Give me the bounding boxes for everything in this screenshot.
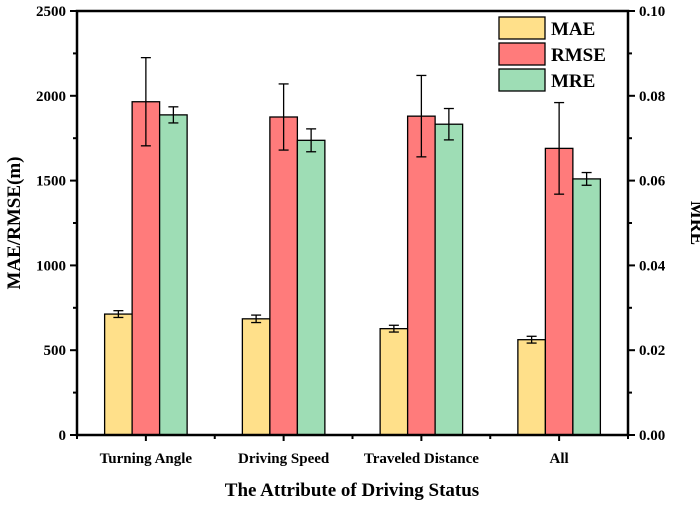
error-bars-layer xyxy=(113,56,592,344)
legend-swatch-mae xyxy=(498,16,546,40)
bar-mae xyxy=(517,339,547,436)
y-tick-label: 1000 xyxy=(36,258,66,274)
y-tick-label: 0 xyxy=(59,428,67,444)
y-tick-label: 2500 xyxy=(36,4,66,20)
bar-rmse xyxy=(544,147,574,436)
x-tick-label: Driving Speed xyxy=(238,451,330,467)
y-tick-label: 500 xyxy=(44,343,67,359)
x-tick-label: All xyxy=(550,451,569,467)
y-tick-label: 2000 xyxy=(36,89,66,105)
legend-swatch-mre xyxy=(498,68,546,92)
bar-mre xyxy=(572,178,602,436)
y2-tick-label: 0.00 xyxy=(639,428,665,444)
y2-tick-label: 0.08 xyxy=(639,89,665,105)
bar-mae xyxy=(379,328,409,436)
bar-mae xyxy=(103,313,133,436)
y-tick-label: 1500 xyxy=(36,174,66,190)
y2-axis-title: MRE xyxy=(686,201,700,245)
bar-rmse xyxy=(269,116,299,436)
y-axis-title: MAE/RMSE(m) xyxy=(4,157,25,290)
bars-layer xyxy=(103,101,602,436)
x-tick-label: Traveled Distance xyxy=(364,451,479,467)
bar-mae xyxy=(241,318,271,436)
bar-rmse xyxy=(131,101,161,436)
x-axis-title: The Attribute of Driving Status xyxy=(225,480,479,501)
y2-tick-label: 0.10 xyxy=(639,4,665,20)
bar-mre xyxy=(434,123,464,436)
legend-label-mre: MRE xyxy=(551,71,595,92)
bar-rmse xyxy=(406,115,436,436)
y2-tick-label: 0.04 xyxy=(639,258,666,274)
bar-mre xyxy=(158,114,188,436)
y2-tick-label: 0.06 xyxy=(639,174,666,190)
legend-swatch-rmse xyxy=(498,42,546,66)
y2-tick-label: 0.02 xyxy=(639,343,665,359)
bar-mre xyxy=(296,139,326,436)
legend-label-mae: MAE xyxy=(551,19,595,40)
legend-label-rmse: RMSE xyxy=(551,45,606,66)
x-tick-label: Turning Angle xyxy=(100,451,193,467)
legend: MAE RMSE MRE xyxy=(498,16,606,92)
ticks-layer: Turning Angle Driving Speed Traveled Dista… xyxy=(36,4,666,467)
